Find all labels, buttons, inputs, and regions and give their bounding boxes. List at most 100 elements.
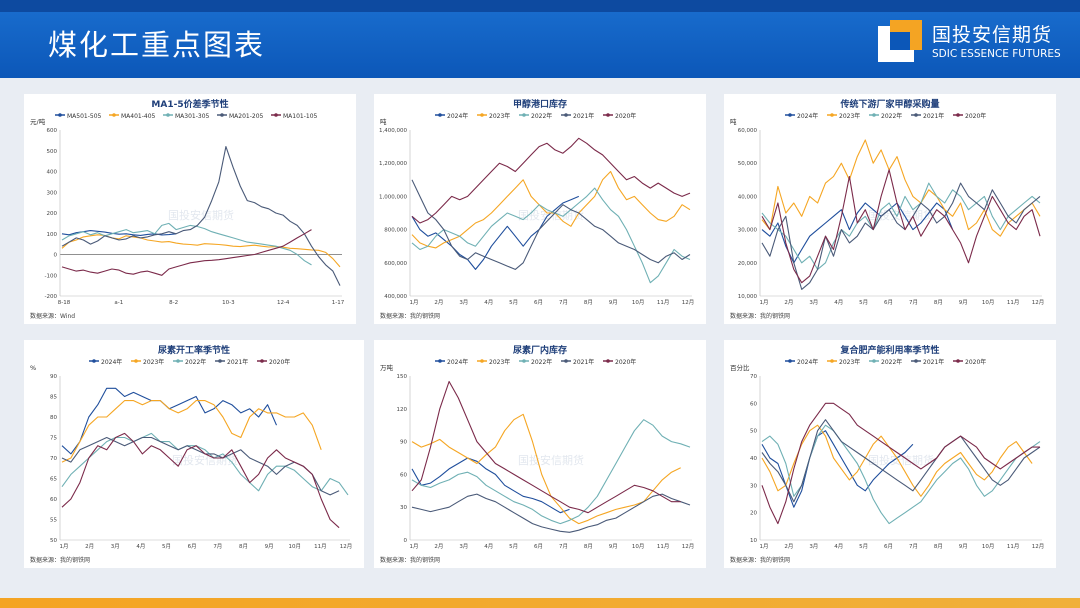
legend-entry: MA301-305	[163, 113, 210, 120]
x-tick-label: 6月	[188, 543, 197, 550]
x-tick-label: 9月	[609, 543, 618, 550]
y-tick-label: 30,000	[738, 228, 758, 234]
x-tick-label: 7月	[909, 543, 918, 550]
data-source: 数据来源：我的钢铁网	[730, 312, 790, 320]
legend-entry: 2021年	[911, 112, 944, 120]
legend-marker	[274, 113, 278, 117]
legend-marker	[58, 113, 62, 117]
x-tick-label: 1-17	[332, 300, 345, 306]
data-source: 数据来源：Wind	[30, 312, 75, 320]
chart-svg: 传统下游厂家甲醇采购量 2024年 2023年 2022年 2021年 2020年吨60,…	[730, 98, 1044, 320]
y-tick-label: 0	[404, 538, 408, 544]
legend-marker	[260, 359, 264, 363]
brand-name-cn: 国投安信期货	[932, 24, 1053, 46]
x-tick-label: 2月	[434, 299, 443, 306]
y-axis-unit: %	[30, 364, 36, 372]
legend-label: MA101-105	[283, 113, 318, 120]
legend-marker	[220, 113, 224, 117]
y-tick-label: 60	[750, 401, 757, 407]
chart-title: 尿素开工率季节性	[158, 344, 230, 356]
legend-marker	[522, 113, 526, 117]
x-tick-label: 12-4	[277, 300, 290, 306]
legend-label: 2023年	[489, 112, 510, 120]
series-line	[411, 419, 691, 525]
x-tick-label: 10月	[982, 543, 995, 550]
x-tick-label: 9月	[265, 543, 274, 550]
chart-title: MA1-5价差季节性	[151, 98, 228, 110]
watermark: 国投安信期货	[172, 453, 238, 467]
legend-entry: MA201-205	[217, 113, 264, 120]
legend-label: 2020年	[965, 112, 986, 120]
x-tick-label: 4月	[834, 299, 843, 306]
footer-bar	[0, 598, 1080, 608]
x-tick-label: 1月	[60, 543, 69, 550]
x-tick-label: 12月	[1032, 543, 1045, 550]
x-tick-label: 12月	[340, 543, 353, 550]
series-line	[761, 402, 1040, 525]
y-tick-label: 20	[750, 511, 757, 517]
x-tick-label: 5月	[509, 299, 518, 306]
legend-label: 2022年	[531, 358, 552, 366]
x-tick-label: 6月	[534, 299, 543, 306]
legend-marker	[438, 359, 442, 363]
legend-marker	[606, 359, 610, 363]
x-tick-label: 7月	[559, 543, 568, 550]
legend-label: 2023年	[839, 112, 860, 120]
x-tick-label: 10月	[632, 299, 645, 306]
y-tick-label: 60	[400, 472, 407, 478]
y-tick-label: 1,400,000	[379, 128, 407, 134]
x-tick-label: 11月	[1007, 543, 1020, 550]
y-tick-label: 800,000	[384, 228, 407, 234]
series-line	[411, 413, 681, 525]
legend-entry: 2023年	[827, 112, 860, 120]
legend-label: 2023年	[839, 358, 860, 366]
y-tick-label: 300	[47, 190, 58, 196]
series-line	[761, 169, 1041, 284]
y-tick-label: 75	[50, 436, 57, 442]
legend-label: 2020年	[269, 358, 290, 366]
x-tick-label: 4月	[834, 543, 843, 550]
chart-svg: MA1-5价差季节性 MA501-505 MA401-405 MA301-305 MA2…	[30, 98, 345, 320]
x-tick-label: 10月	[288, 543, 301, 550]
series-line	[411, 170, 691, 249]
y-tick-label: 200	[47, 211, 58, 217]
y-tick-label: 10,000	[738, 294, 758, 300]
series-line	[761, 424, 1033, 497]
legend-entry: 2020年	[953, 358, 986, 366]
x-tick-label: 5月	[859, 299, 868, 306]
legend-label: 2022年	[185, 358, 206, 366]
legend-label: 2021年	[923, 358, 944, 366]
series-line	[411, 187, 691, 284]
x-tick-label: 5月	[162, 543, 171, 550]
legend-entry: MA401-405	[109, 113, 156, 120]
legend-entry: 2022年	[519, 112, 552, 120]
y-tick-label: 30	[400, 505, 407, 511]
x-tick-label: 9月	[959, 543, 968, 550]
x-tick-label: 11月	[657, 299, 670, 306]
y-tick-label: 50,000	[738, 161, 758, 167]
series-line	[761, 139, 1041, 237]
legend-label: MA401-405	[121, 113, 156, 120]
x-tick-label: 7月	[213, 543, 222, 550]
y-tick-label: 10	[750, 538, 757, 544]
legend-label: 2022年	[531, 112, 552, 120]
chart-panel-compound-fertilizer-rate: 复合肥产能利用率季节性 2024年 2023年 2022年 2021年 2020年 百分比 7…	[724, 340, 1056, 568]
legend-entry: MA501-505	[55, 113, 102, 120]
x-tick-label: 5月	[859, 543, 868, 550]
legend-marker	[606, 113, 610, 117]
x-tick-label: 4月	[484, 299, 493, 306]
legend-entry: 2021年	[561, 358, 594, 366]
legend-marker	[480, 359, 484, 363]
legend-label: 2020年	[615, 358, 636, 366]
legend-label: 2024年	[101, 358, 122, 366]
y-tick-label: 30	[750, 483, 757, 489]
legend-entry: 2024年	[435, 358, 468, 366]
legend-marker	[564, 359, 568, 363]
watermark: 国投安信期货	[868, 453, 934, 467]
chart-panel-ma-spread: MA1-5价差季节性 MA501-505 MA401-405 MA301-305 MA2…	[24, 94, 356, 324]
x-tick-label: 2月	[784, 543, 793, 550]
y-tick-label: 85	[50, 395, 57, 401]
x-tick-label: 11月	[657, 543, 670, 550]
legend-entry: 2020年	[257, 358, 290, 366]
